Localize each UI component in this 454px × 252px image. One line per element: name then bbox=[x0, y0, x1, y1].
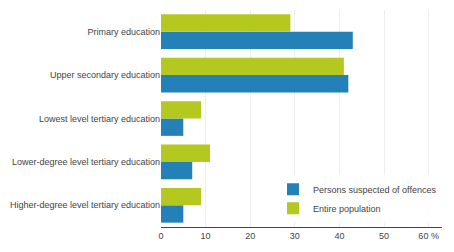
svg-text:Primary education: Primary education bbox=[87, 27, 160, 37]
svg-text:Persons suspected of offences: Persons suspected of offences bbox=[313, 185, 436, 195]
svg-text:Upper secondary education: Upper secondary education bbox=[50, 70, 160, 80]
svg-text:10: 10 bbox=[201, 231, 211, 241]
svg-text:40: 40 bbox=[334, 231, 344, 241]
svg-text:60 %: 60 % bbox=[418, 231, 439, 241]
svg-text:0: 0 bbox=[158, 231, 163, 241]
svg-text:50: 50 bbox=[379, 231, 389, 241]
svg-text:Higher-degree level tertiary e: Higher-degree level tertiary education bbox=[10, 200, 160, 210]
svg-text:Lowest level tertiary educatio: Lowest level tertiary education bbox=[39, 114, 160, 124]
svg-text:20: 20 bbox=[245, 231, 255, 241]
svg-text:Entire population: Entire population bbox=[313, 204, 381, 214]
svg-text:30: 30 bbox=[290, 231, 300, 241]
svg-text:Lower-degree level tertiary ed: Lower-degree level tertiary education bbox=[12, 157, 160, 167]
